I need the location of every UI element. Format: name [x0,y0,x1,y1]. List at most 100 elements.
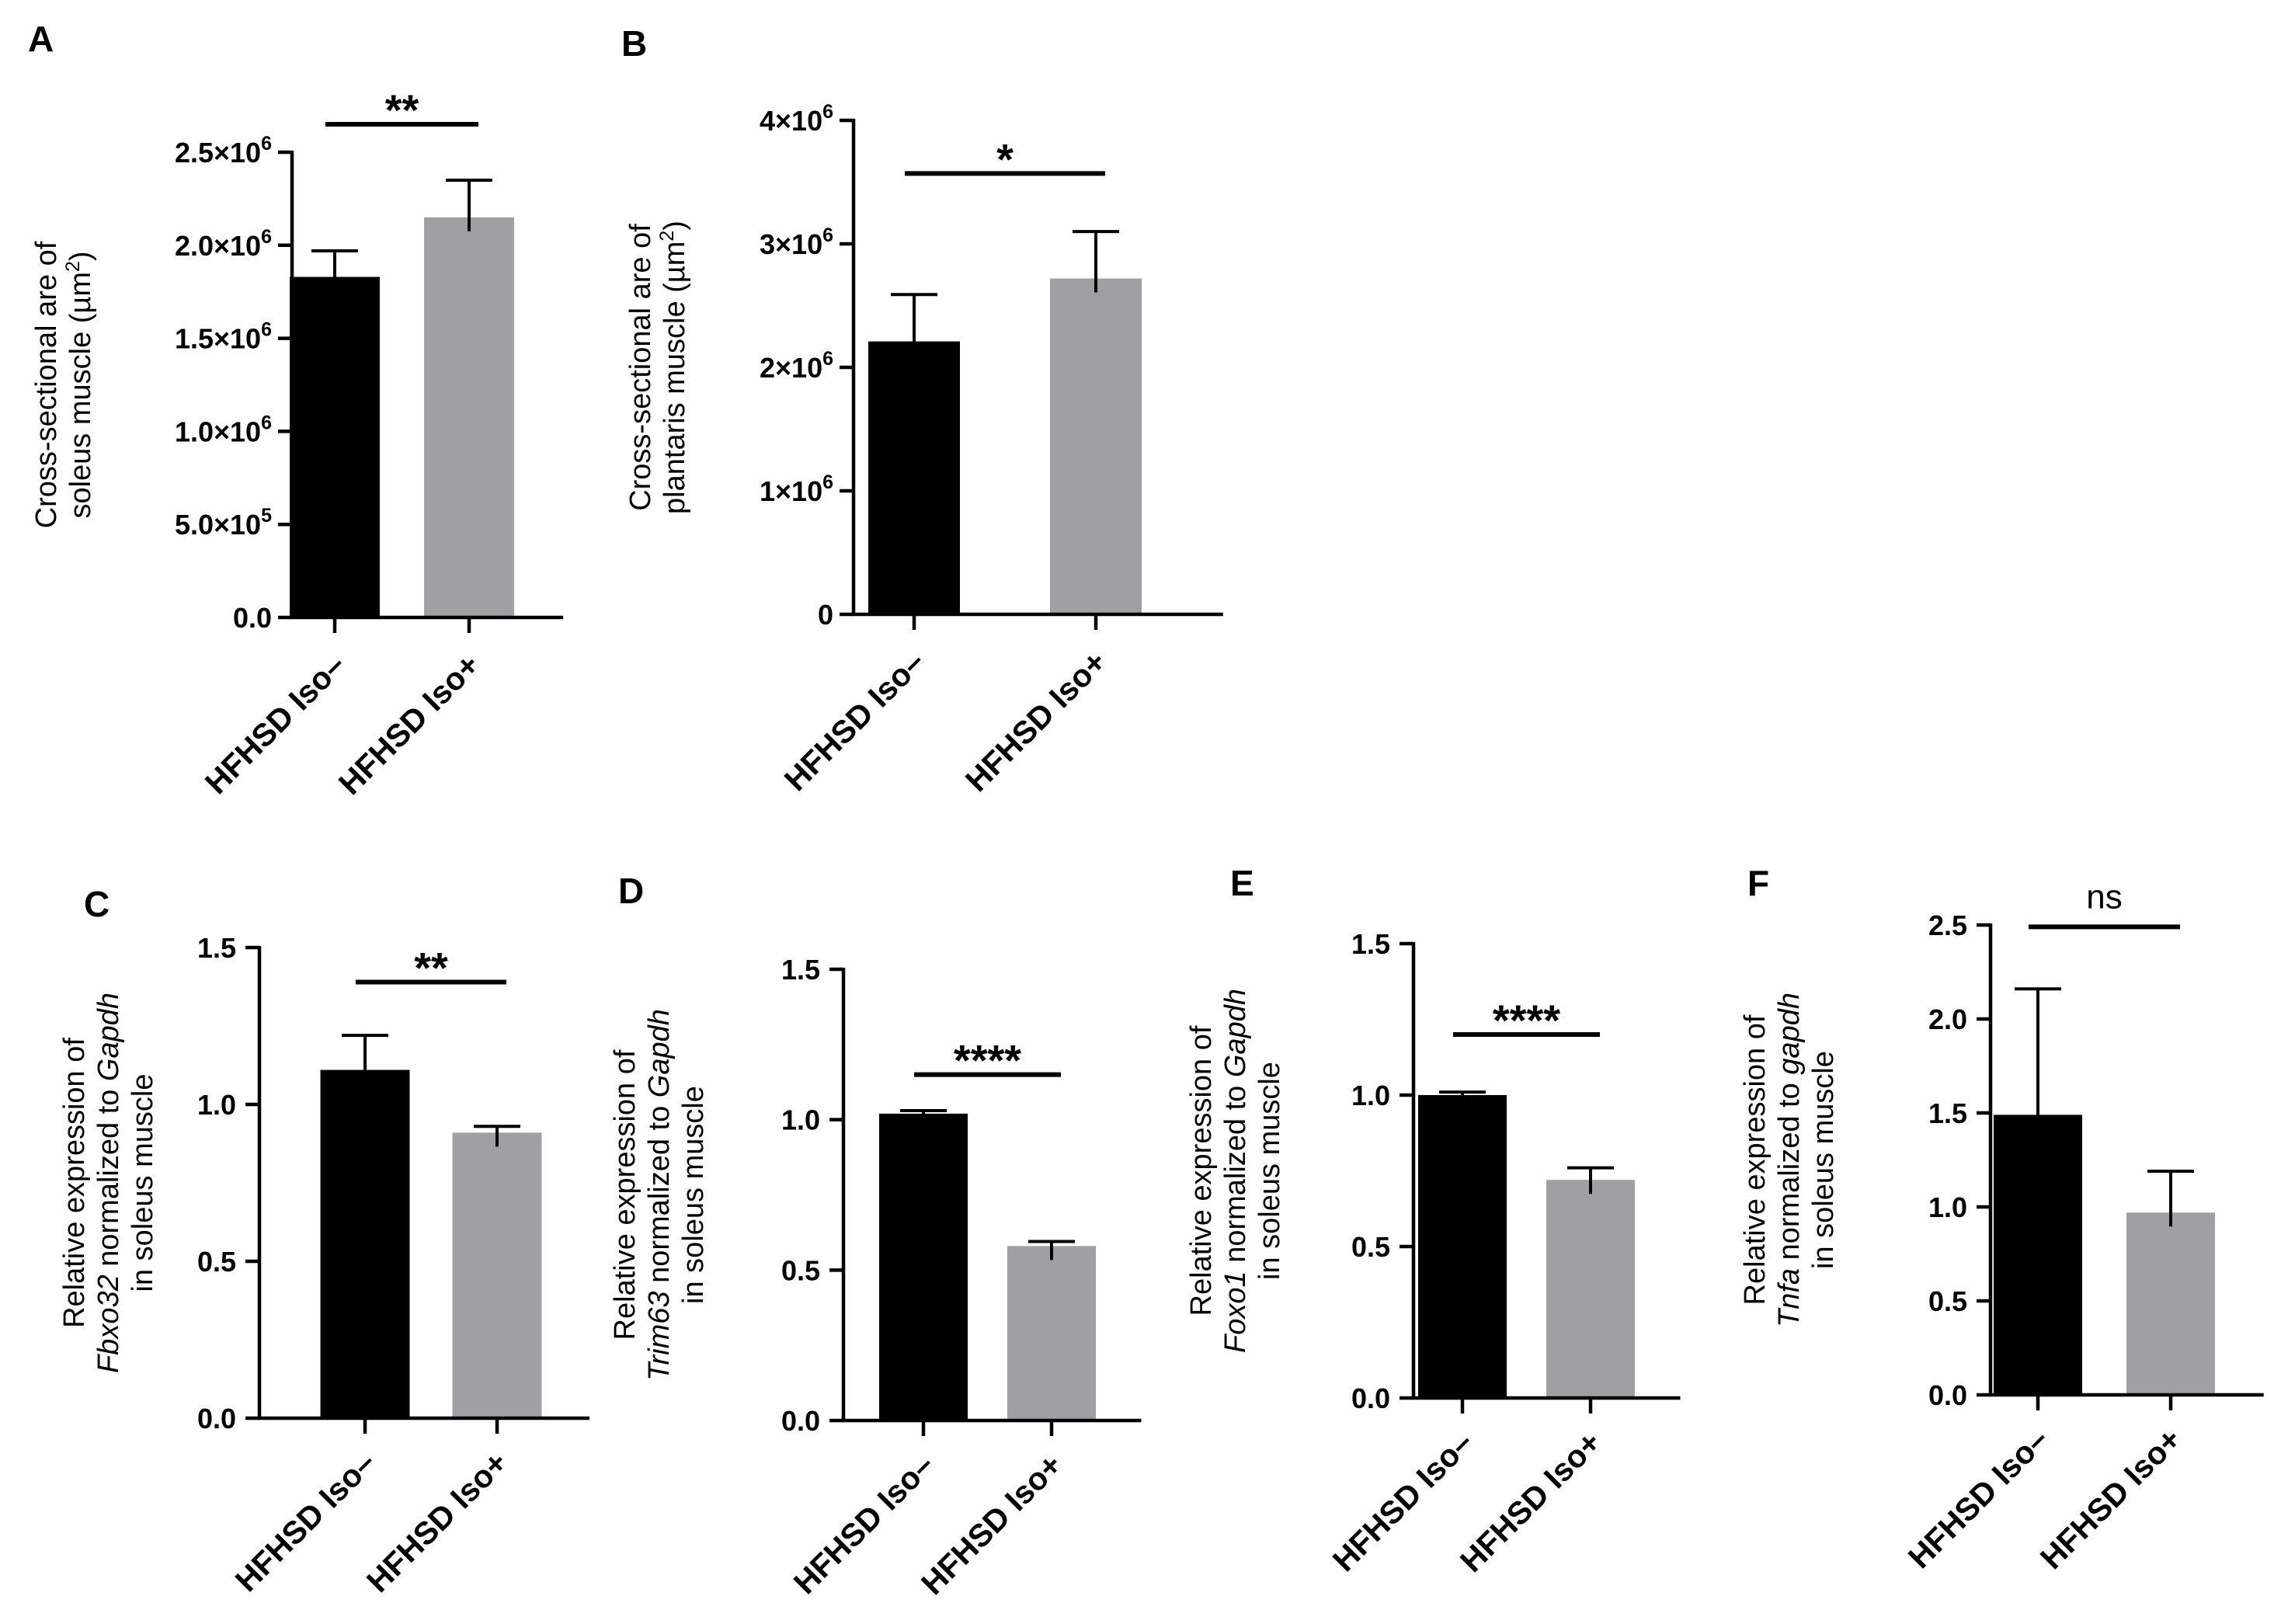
error-bar [2147,1170,2194,1227]
bar-iso-plus [1007,1246,1096,1421]
bar-iso-minus [1994,1115,2082,1395]
y-tick-label: 0.5 [197,1246,236,1278]
bar-iso-minus [868,341,960,614]
significance-label: ** [414,943,448,992]
y-tick-label: 2.0×106 [175,226,272,262]
y-tick-label: 2.5×106 [175,133,272,169]
y-tick-label: 0.0 [1351,1382,1390,1414]
error-bar [900,1109,947,1128]
panel-letter: B [621,23,647,64]
y-tick-label: 1.5 [1928,1097,1967,1129]
y-axis-label: in soleus muscle [127,1074,159,1292]
y-tick-label: 3×106 [760,224,833,260]
y-tick-label: 1.5×106 [175,319,272,355]
y-axis-label: in soleus muscle [677,1086,710,1304]
error-bar [1073,230,1119,293]
y-axis-label: Relative expression of [1185,1025,1218,1316]
y-tick-label: 1.5 [1351,928,1390,960]
axes [278,150,564,633]
y-tick-label: 1.5 [781,954,820,986]
significance-label: **** [954,1036,1021,1085]
y-axis-label: Cross-sectional are of [624,224,657,511]
axes [840,118,1223,630]
significance-marker: ** [325,85,478,134]
axes [245,945,589,1434]
y-axis-label: in soleus muscle [1807,1051,1840,1269]
y-tick-label: 0.5 [781,1254,820,1286]
y-tick-label: 0.0 [1928,1379,1967,1411]
y-axis-label: Tnfa normalized to gapdh [1773,993,1806,1327]
error-bar [1567,1166,1614,1195]
error-bar [1028,1240,1075,1261]
error-bar [311,249,358,291]
y-tick-label: 0.5 [1351,1231,1390,1263]
category-label: HFHSD Iso+ [958,644,1113,798]
panel-a: A 0.0 5.0×105 1.0×106 1.5×106 2.0×106 2.5×106 H… [28,19,564,802]
significance-label: * [996,134,1014,183]
y-tick-label: 1×106 [760,471,833,507]
category-label: HFHSD Iso+ [332,647,486,802]
panel-letter: D [618,871,644,911]
significance-marker: **** [1453,996,1600,1045]
y-axis-label: Cross-sectional are of [30,241,63,528]
y-axis-label: Trim63 normalized to Gapdh [643,1009,676,1381]
panel-b: B 0 1×106 2×106 3×106 4×106 HFHSD Iso– HFHSD Is… [621,23,1223,798]
y-tick-label: 1.0 [781,1104,820,1136]
bar-iso-plus [2126,1212,2215,1395]
y-tick-label: 5.0×105 [175,505,272,541]
y-tick-label: 2.5 [1928,909,1967,941]
axes [1400,941,1681,1414]
significance-marker: * [905,134,1105,183]
error-bar [342,1034,388,1084]
category-label: HFHSD Iso+ [2033,1421,2188,1576]
bar-iso-minus [879,1113,968,1421]
error-bar [474,1125,520,1147]
y-tick-label: 1.0×106 [175,412,272,447]
significance-marker: ns [2029,878,2180,930]
panel-letter: C [84,884,110,924]
error-bar [2015,987,2061,1129]
y-tick-label: 0.0 [781,1405,820,1437]
error-bar [446,178,492,231]
y-axis-label: Foxo1 normalized to Gapdh [1219,989,1252,1353]
y-axis-label: Relative expression of [1739,1014,1772,1305]
y-tick-label: 0.0 [233,602,272,634]
y-tick-label: 0 [818,599,833,631]
significance-marker: **** [914,1036,1061,1085]
bar-iso-minus [1418,1095,1507,1398]
y-axis-label: Relative expression of [609,1049,642,1340]
axes [1977,923,2264,1410]
significance-label: ** [385,85,419,134]
error-bar [891,293,937,356]
category-label: HFHSD Iso+ [360,1445,514,1599]
panel-letter: A [28,19,54,59]
y-tick-label: 1.0 [197,1089,236,1121]
significance-label: ns [2086,878,2122,916]
y-tick-label: 1.5 [197,932,236,964]
y-tick-label: 1.0 [1928,1191,1967,1223]
y-axis-label: Fbxo32 normalized to Gapdh [92,993,125,1373]
panel-letter: E [1230,863,1254,903]
significance-label: **** [1493,996,1560,1045]
y-tick-label: 4×106 [760,101,833,137]
bar-iso-plus [1050,278,1142,614]
y-tick-label: 1.0 [1351,1080,1390,1111]
y-tick-label: 0.0 [197,1403,236,1434]
bar-iso-minus [290,276,380,617]
y-axis-label: plantaris muscle (µm2) [656,221,691,514]
bar-iso-plus [1546,1180,1635,1398]
category-label: HFHSD Iso– [228,1445,382,1598]
y-axis-label: Relative expression of [58,1038,91,1328]
category-label: HFHSD Iso– [777,644,931,798]
y-tick-label: 2.0 [1928,1003,1967,1035]
bar-iso-plus [452,1132,542,1418]
axes [829,967,1142,1436]
y-tick-label: 0.5 [1928,1285,1967,1317]
bar-iso-plus [424,217,514,617]
category-label: HFHSD Iso– [198,647,352,801]
y-axis-label: in soleus muscle [1254,1062,1286,1280]
panel-c: C 0.0 0.5 1.0 1.5 HFHSD Iso–HFHSD Iso+ Relativ… [58,884,589,1599]
